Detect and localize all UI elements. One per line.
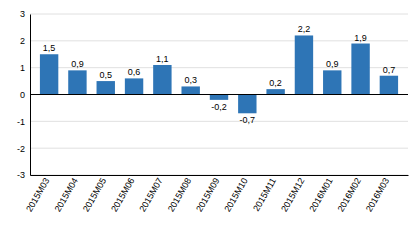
bars: [40, 35, 398, 113]
x-tick: 2016M01: [307, 176, 334, 214]
y-tick-label: -2: [17, 144, 25, 154]
plot: -3-2-101232015M032015M042015M052015M0620…: [17, 9, 409, 213]
data-label: 0,5: [99, 70, 112, 80]
data-label: 1,5: [43, 43, 56, 53]
y-tick-label: 3: [20, 9, 25, 19]
y-tick-label: 0: [20, 90, 25, 100]
data-label: 0,7: [383, 65, 396, 75]
data-label: -0,7: [240, 115, 256, 125]
x-tick: 2015M11: [251, 176, 278, 213]
y-tick-label: -3: [17, 170, 25, 180]
x-tick-label: 2015M12: [279, 176, 306, 214]
x-tick-label: 2015M04: [52, 176, 79, 214]
data-label: 2,2: [298, 24, 311, 34]
bar: [68, 70, 86, 94]
data-label: 1,1: [156, 54, 169, 64]
x-tick: 2015M10: [222, 176, 249, 214]
y-tick: 2: [20, 36, 30, 46]
bar: [125, 78, 143, 94]
bar: [266, 89, 284, 94]
x-tick: 2015M04: [52, 176, 79, 214]
x-tick: 2015M12: [279, 176, 306, 214]
x-tick: 2015M05: [81, 176, 108, 214]
x-tick: 2015M08: [166, 176, 193, 214]
x-tick-label: 2016M02: [336, 176, 363, 214]
data-label: 1,9: [354, 33, 367, 43]
y-tick-label: -1: [17, 117, 25, 127]
data-label: 0,9: [326, 59, 339, 69]
data-labels: 1,5 0,9 0,5 0,6 1,1 0,3 -0,2 -0,7 0,2 2,2 0,9 1,9 0,…: [43, 24, 395, 125]
y-tick: 1: [20, 63, 30, 73]
x-tick-label: 2015M09: [194, 176, 221, 214]
grid-line: [30, 67, 408, 68]
y-tick: -2: [17, 144, 30, 154]
x-tick-label: 2015M10: [222, 176, 249, 214]
y-tick: 0: [20, 90, 30, 100]
zero-line: [30, 94, 408, 95]
x-tick-label: 2015M03: [24, 176, 51, 214]
bar: [210, 95, 228, 100]
x-tick-label: 2015M07: [137, 176, 164, 214]
bar: [380, 76, 398, 95]
y-tick: -1: [17, 117, 30, 127]
x-tick: 2015M09: [194, 176, 221, 214]
grid-line: [30, 121, 408, 122]
y-tick: 3: [20, 9, 30, 19]
bar: [40, 54, 58, 94]
chart-container: -3-2-101232015M032015M042015M052015M0620…: [0, 0, 416, 227]
bar: [295, 35, 313, 94]
grid-line: [30, 40, 408, 41]
x-tick-label: 2016M03: [364, 176, 391, 214]
x-tick: 2015M06: [109, 176, 136, 214]
grid-line: [30, 14, 408, 15]
grid-line: [30, 175, 408, 176]
bar: [181, 86, 199, 94]
x-tick-label: 2015M11: [251, 176, 278, 213]
x-tick-label: 2015M06: [109, 176, 136, 214]
x-axis: 2015M032015M042015M052015M062015M072015M…: [24, 176, 408, 214]
data-label: -0,2: [211, 102, 227, 112]
grid-line: [30, 94, 408, 95]
y-tick-label: 1: [20, 63, 25, 73]
data-label: 0,6: [128, 67, 141, 77]
x-tick: 2016M03: [364, 176, 391, 214]
x-axis-line: [31, 175, 409, 176]
chart-svg: -3-2-101232015M032015M042015M052015M0620…: [0, 0, 416, 227]
y-tick: -3: [17, 170, 30, 180]
x-tick: 2016M02: [336, 176, 363, 214]
data-label: 0,9: [71, 59, 84, 69]
y-axis: -3 -2 -1 0 1 2 3: [17, 9, 31, 180]
data-label: 0,2: [269, 78, 282, 88]
bar: [153, 65, 171, 95]
bar: [323, 70, 341, 94]
x-tick-label: 2015M05: [81, 176, 108, 214]
bar: [351, 44, 369, 95]
y-tick-label: 2: [20, 36, 25, 46]
data-label: 0,3: [184, 75, 197, 85]
grid: [30, 14, 408, 175]
x-tick-label: 2016M01: [307, 176, 334, 214]
x-tick: 2015M03: [24, 176, 51, 214]
x-tick-label: 2015M08: [166, 176, 193, 214]
grid-line: [30, 148, 408, 149]
bar: [238, 95, 256, 114]
bar: [97, 81, 115, 94]
x-tick: 2015M07: [137, 176, 164, 214]
